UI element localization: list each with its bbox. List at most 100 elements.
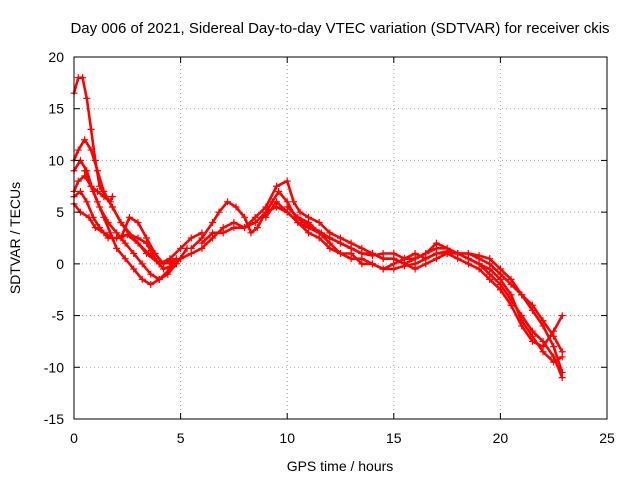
data-point-marker bbox=[496, 275, 504, 283]
data-point-marker bbox=[539, 348, 547, 356]
data-point-marker bbox=[550, 343, 558, 351]
data-point-marker bbox=[296, 208, 304, 216]
data-point-marker bbox=[486, 255, 494, 263]
data-point-marker bbox=[241, 224, 249, 232]
data-point-marker bbox=[528, 301, 536, 309]
data-point-marker bbox=[117, 218, 125, 226]
data-point-marker bbox=[134, 239, 142, 247]
data-point-marker bbox=[454, 250, 462, 258]
data-point-marker bbox=[151, 250, 159, 258]
plot-frame bbox=[73, 56, 608, 420]
y-tick-label: 15 bbox=[48, 101, 64, 117]
data-point-marker bbox=[100, 213, 108, 221]
data-point-marker bbox=[550, 358, 558, 366]
data-point-marker bbox=[305, 218, 313, 226]
data-point-marker bbox=[518, 317, 526, 325]
data-point-marker bbox=[262, 203, 270, 211]
data-point-marker bbox=[475, 252, 483, 260]
data-point-marker bbox=[379, 265, 387, 273]
data-point-marker bbox=[368, 260, 376, 268]
data-point-marker bbox=[358, 250, 366, 258]
data-point-marker bbox=[177, 244, 185, 252]
data-point-marker bbox=[247, 229, 255, 237]
data-point-marker bbox=[315, 229, 323, 237]
data-point-marker bbox=[528, 332, 536, 340]
data-point-marker bbox=[87, 125, 95, 133]
data-point-marker bbox=[155, 275, 163, 283]
data-point-marker bbox=[219, 229, 227, 237]
data-point-marker bbox=[337, 250, 344, 258]
data-point-marker bbox=[411, 265, 419, 273]
data-point-marker bbox=[315, 218, 323, 226]
data-point-marker bbox=[251, 213, 259, 221]
data-point-marker bbox=[123, 231, 131, 239]
data-point-marker bbox=[147, 281, 155, 289]
data-point-marker bbox=[443, 250, 451, 258]
data-point-marker bbox=[400, 260, 408, 268]
y-tick-labels: -15 -10 -5 0 5 10 15 20 bbox=[44, 49, 64, 427]
data-point-marker bbox=[507, 291, 515, 299]
tick-marks bbox=[73, 56, 608, 420]
data-point-marker bbox=[93, 198, 101, 206]
data-point-marker bbox=[83, 198, 91, 206]
data-point-marker bbox=[518, 291, 526, 299]
data-point-marker bbox=[76, 187, 84, 195]
data-point-marker bbox=[100, 193, 108, 201]
series-arc-7 bbox=[81, 167, 116, 206]
x-tick-labels: 0 5 10 15 20 25 bbox=[70, 430, 615, 446]
data-point-marker bbox=[125, 213, 133, 221]
data-point-marker bbox=[108, 193, 116, 201]
data-point-marker bbox=[368, 250, 376, 258]
data-point-marker bbox=[273, 182, 281, 190]
data-point-marker bbox=[138, 275, 146, 283]
data-point-marker bbox=[209, 229, 217, 237]
x-tick-label: 25 bbox=[599, 430, 615, 446]
data-point-marker bbox=[113, 244, 121, 252]
data-point-marker bbox=[138, 260, 146, 268]
x-tick-label: 5 bbox=[177, 430, 185, 446]
x-tick-label: 10 bbox=[279, 430, 295, 446]
series-arc-12 bbox=[283, 203, 566, 366]
y-tick-label: -10 bbox=[44, 359, 64, 375]
series-arc-11 bbox=[262, 198, 566, 351]
y-tick-label: 5 bbox=[56, 204, 64, 220]
data-point-marker bbox=[74, 177, 82, 185]
data-point-marker bbox=[305, 229, 313, 237]
data-point-marker bbox=[91, 224, 99, 232]
data-point-marker bbox=[145, 250, 153, 258]
data-point-marker bbox=[496, 286, 504, 294]
data-point-marker bbox=[390, 255, 398, 263]
data-point-marker bbox=[230, 224, 238, 232]
data-point-marker bbox=[130, 250, 138, 258]
series-arc-10 bbox=[198, 177, 566, 356]
data-point-marker bbox=[347, 244, 355, 252]
data-point-marker bbox=[81, 167, 89, 175]
data-point-marker bbox=[558, 312, 566, 320]
data-point-marker bbox=[87, 146, 95, 154]
data-point-marker bbox=[464, 255, 472, 263]
data-point-marker bbox=[83, 94, 91, 102]
x-tick-label: 15 bbox=[386, 430, 402, 446]
data-point-marker bbox=[215, 208, 223, 216]
data-point-marker bbox=[93, 187, 101, 195]
y-tick-label: 0 bbox=[56, 256, 64, 272]
data-point-marker bbox=[432, 239, 440, 247]
data-point-marker bbox=[283, 203, 291, 211]
data-point-marker bbox=[475, 260, 483, 268]
series-arc-6 bbox=[70, 200, 180, 268]
data-point-marker bbox=[130, 265, 138, 273]
data-point-marker bbox=[507, 301, 515, 309]
x-tick-label: 20 bbox=[493, 430, 509, 446]
y-tick-label: 10 bbox=[48, 152, 64, 168]
y-tick-label: 20 bbox=[48, 49, 64, 65]
data-point-marker bbox=[224, 198, 232, 206]
x-tick-label: 0 bbox=[70, 430, 78, 446]
data-point-marker bbox=[100, 229, 108, 237]
data-point-marker bbox=[198, 239, 206, 247]
chart-title: Day 006 of 2021, Sidereal Day-to-day VTE… bbox=[70, 20, 609, 37]
x-axis-title: GPS time / hours bbox=[287, 458, 394, 474]
data-point-marker bbox=[241, 213, 249, 221]
data-point-marker bbox=[558, 353, 566, 361]
y-tick-label: -15 bbox=[44, 411, 64, 427]
